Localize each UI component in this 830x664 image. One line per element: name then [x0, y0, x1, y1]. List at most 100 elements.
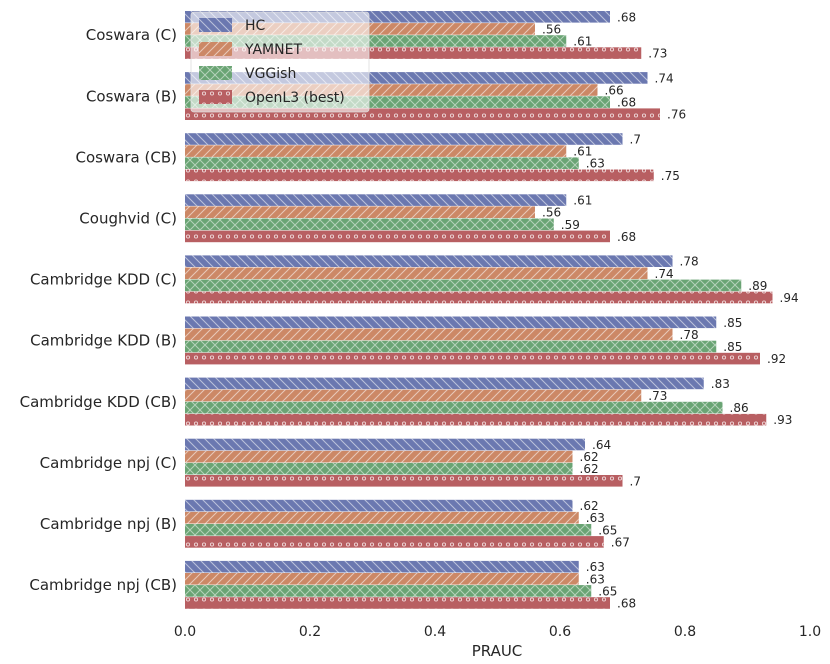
value-label-yamnet-cambridge-npj-cb: .63 [586, 572, 605, 586]
bar-hatch-openl3-best-coswara-b [185, 108, 660, 120]
bar-hatch-openl3-best-cambridge-npj-c [185, 475, 623, 487]
category-label-cambridge-npj-c: Cambridge npj (C) [40, 454, 177, 472]
value-label-vggish-coswara-c: .61 [573, 35, 592, 49]
bar-hatch-hc-cambridge-kdd-c [185, 255, 673, 267]
value-label-openl3-best-cambridge-npj-c: .7 [630, 474, 641, 488]
bar-hatch-yamnet-coswara-cb [185, 145, 567, 157]
legend: HC YAMNET VGGish OpenL3 (best) [190, 11, 370, 113]
category-label-cambridge-kdd-b: Cambridge KDD (B) [30, 332, 177, 350]
value-label-hc-cambridge-npj-cb: .63 [586, 560, 605, 574]
bar-group-cambridge-kdd-c [185, 255, 773, 304]
bar-hatch-hc-cambridge-npj-c [185, 438, 585, 451]
value-label-yamnet-coswara-c: .56 [542, 22, 561, 36]
bar-hatch-openl3-best-cambridge-kdd-cb [185, 413, 767, 426]
bar-hatch-yamnet-cambridge-npj-b [185, 511, 579, 524]
value-label-openl3-best-coughvid-c: .68 [617, 230, 636, 244]
legend-label-vggish: VGGish [245, 66, 296, 82]
bars-layer [185, 11, 773, 609]
value-label-hc-cambridge-kdd-b: .85 [723, 316, 742, 330]
bar-hatch-yamnet-cambridge-kdd-cb [185, 389, 642, 402]
value-label-yamnet-cambridge-kdd-cb: .73 [648, 389, 667, 403]
bar-hatch-vggish-coswara-c [185, 35, 567, 47]
category-label-cambridge-npj-cb: Cambridge npj (CB) [29, 576, 177, 594]
category-label-cambridge-kdd-cb: Cambridge KDD (CB) [20, 393, 177, 411]
x-tick-label: 0.8 [674, 624, 696, 640]
legend-swatch-hatch-openl3-best [199, 90, 232, 104]
axes-layer: Coswara (C) Coswara (B) Coswara (CB) Coughv… [20, 26, 821, 660]
bar-hatch-vggish-cambridge-kdd-b [185, 340, 717, 353]
value-label-hc-cambridge-kdd-c: .78 [680, 255, 699, 269]
bar-hatch-vggish-cambridge-kdd-cb [185, 401, 723, 414]
bar-group-cambridge-npj-c [185, 438, 623, 487]
bar-hatch-hc-coswara-c [185, 11, 610, 23]
bar-hatch-vggish-coswara-b [185, 96, 610, 108]
value-label-hc-coswara-cb: .7 [630, 133, 641, 147]
value-label-hc-cambridge-npj-c: .64 [592, 438, 611, 452]
value-label-yamnet-coswara-b: .66 [605, 84, 624, 98]
value-label-vggish-cambridge-kdd-b: .85 [723, 340, 742, 354]
bar-hatch-hc-cambridge-kdd-cb [185, 377, 704, 390]
bar-hatch-yamnet-cambridge-npj-cb [185, 573, 579, 585]
bar-hatch-yamnet-cambridge-kdd-c [185, 267, 648, 280]
value-label-yamnet-cambridge-npj-c: .62 [580, 450, 599, 464]
value-label-yamnet-coughvid-c: .56 [542, 206, 561, 220]
legend-label-yamnet: YAMNET [244, 42, 302, 58]
bar-hatch-yamnet-coughvid-c [185, 206, 535, 218]
value-label-yamnet-cambridge-npj-b: .63 [586, 511, 605, 525]
bar-group-coughvid-c [185, 194, 610, 243]
value-label-openl3-best-cambridge-npj-b: .67 [611, 535, 630, 549]
x-tick-label: 0.6 [549, 624, 571, 640]
bar-group-cambridge-kdd-cb [185, 377, 767, 426]
value-label-vggish-coughvid-c: .59 [561, 218, 580, 232]
bar-hatch-yamnet-coswara-b [185, 84, 598, 96]
bar-hatch-hc-cambridge-npj-cb [185, 560, 579, 573]
x-tick-label: 0.0 [174, 624, 196, 640]
value-label-openl3-best-cambridge-npj-cb: .68 [617, 597, 636, 611]
value-label-openl3-best-cambridge-kdd-b: .92 [767, 352, 786, 366]
x-tick-label: 0.2 [299, 624, 321, 640]
legend-swatch-hatch-hc [199, 18, 232, 32]
value-label-hc-cambridge-npj-b: .62 [580, 499, 599, 513]
legend-label-hc: HC [245, 18, 266, 34]
category-label-coswara-cb: Coswara (CB) [75, 148, 177, 166]
bar-hatch-openl3-best-coswara-c [185, 47, 642, 59]
value-label-yamnet-coswara-cb: .61 [573, 145, 592, 159]
category-label-coswara-b: Coswara (B) [86, 87, 177, 105]
x-axis-label: PRAUC [472, 642, 523, 660]
bar-hatch-vggish-coughvid-c [185, 218, 554, 231]
value-label-yamnet-cambridge-kdd-b: .78 [680, 328, 699, 342]
bar-hatch-hc-coswara-b [185, 72, 648, 84]
value-label-hc-coughvid-c: .61 [573, 194, 592, 208]
category-label-cambridge-npj-b: Cambridge npj (B) [40, 515, 177, 533]
category-label-coswara-c: Coswara (C) [86, 26, 177, 44]
value-label-vggish-cambridge-npj-cb: .65 [598, 584, 617, 598]
value-label-hc-coswara-c: .68 [617, 10, 636, 24]
value-label-openl3-best-cambridge-kdd-c: .94 [780, 291, 799, 305]
bar-hatch-yamnet-cambridge-kdd-b [185, 328, 673, 341]
value-label-yamnet-cambridge-kdd-c: .74 [655, 267, 674, 281]
bar-group-coswara-cb [185, 133, 654, 182]
bar-group-cambridge-kdd-b [185, 316, 760, 365]
value-label-vggish-coswara-b: .68 [617, 96, 636, 110]
bar-hatch-openl3-best-cambridge-npj-b [185, 536, 604, 548]
bar-hatch-vggish-coswara-cb [185, 157, 579, 169]
bar-hatch-openl3-best-cambridge-npj-cb [185, 597, 610, 609]
bar-group-coswara-b [185, 72, 660, 120]
value-label-hc-coswara-b: .74 [655, 71, 674, 85]
value-label-vggish-cambridge-kdd-c: .89 [748, 279, 767, 293]
bar-group-cambridge-npj-b [185, 499, 604, 548]
legend-box [190, 11, 370, 113]
x-tick-label: 0.4 [424, 624, 446, 640]
value-label-hc-cambridge-kdd-cb: .83 [711, 377, 730, 391]
value-label-openl3-best-cambridge-kdd-cb: .93 [773, 413, 792, 427]
legend-swatch-hatch-yamnet [199, 42, 232, 56]
bar-hatch-openl3-best-coughvid-c [185, 230, 610, 243]
x-tick-label: 1.0 [799, 624, 821, 640]
bar-hatch-hc-cambridge-npj-b [185, 499, 573, 512]
value-label-vggish-cambridge-kdd-cb: .86 [730, 401, 749, 415]
bar-hatch-hc-coswara-cb [185, 133, 623, 145]
bar-hatch-vggish-cambridge-kdd-c [185, 279, 742, 292]
bar-hatch-vggish-cambridge-npj-c [185, 462, 573, 475]
